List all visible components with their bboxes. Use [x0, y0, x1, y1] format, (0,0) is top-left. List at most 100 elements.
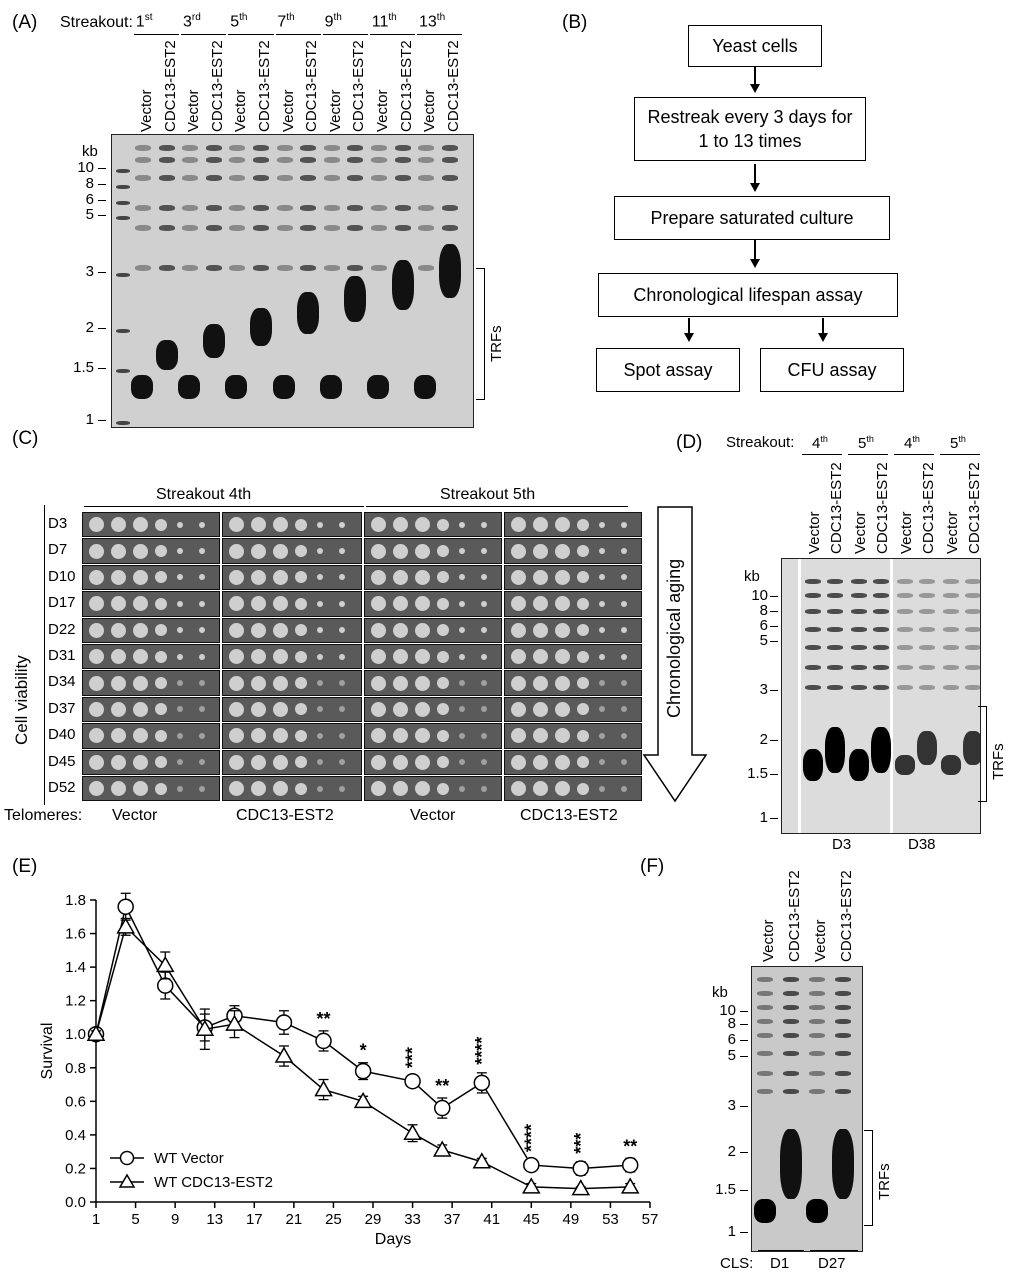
colony-spot [177, 732, 183, 739]
significance-marker: **** [521, 1124, 541, 1152]
colony-spot [229, 517, 244, 533]
telomere-band [414, 375, 437, 399]
streakout-suffix: th [333, 12, 342, 23]
colony-spot [295, 703, 307, 716]
spot-plate [222, 696, 362, 723]
spot-plate [82, 644, 220, 670]
colony-spot [295, 518, 307, 531]
telomere-band [250, 308, 272, 346]
lane-label: CDC13-EST2 [397, 40, 415, 132]
colony-spot [533, 596, 548, 612]
colony-spot [273, 649, 288, 665]
series-line-wt-vector [95, 904, 631, 1170]
colony-spot [155, 518, 167, 531]
colony-spot [339, 759, 345, 766]
dna-band [965, 645, 980, 650]
dna-band [851, 609, 867, 614]
lane-label: CDC13-EST2 [303, 40, 321, 132]
dna-band [347, 225, 364, 231]
spot-plate [364, 564, 502, 591]
aging-arrow [642, 506, 708, 803]
day-label: D22 [48, 620, 76, 638]
dna-band [783, 1089, 799, 1094]
dna-band [205, 157, 222, 163]
streakout-label: Streakout: [726, 434, 795, 451]
dna-band [873, 593, 889, 598]
streakout-suffix: th [388, 12, 397, 23]
colony-spot [251, 569, 266, 585]
colony-spot [437, 650, 449, 663]
kb-marker: 1.5 [73, 359, 94, 376]
colony-spot [511, 701, 526, 717]
data-point-triangle [403, 1123, 422, 1140]
colony-spot [199, 521, 205, 528]
dna-band [943, 665, 959, 670]
colony-spot [533, 649, 548, 665]
trfs-bracket [978, 706, 987, 802]
dna-band [323, 225, 340, 231]
streakout-number: 13th [419, 12, 446, 31]
dna-band [873, 645, 889, 650]
colony-spot [229, 649, 244, 665]
data-point-circle [354, 1062, 372, 1080]
dna-band [300, 157, 317, 163]
streakout-suffix: st [144, 12, 153, 23]
dna-band [943, 685, 959, 690]
survival-chart: 0.0 0.2 0.4 0.6 0.8 1.0 1.2 1.4 1.6 1.8 1 5 9 13 17 21 2… [39, 892, 658, 1248]
dna-band [835, 1089, 851, 1094]
dna-band [919, 627, 935, 632]
dna-band [371, 205, 387, 211]
colony-spot [133, 675, 148, 691]
lane-label: Vector [806, 511, 823, 554]
day-label: D31 [48, 647, 76, 664]
streakout-suffix: th [912, 434, 920, 444]
dna-band [851, 593, 867, 598]
dna-band [873, 609, 889, 614]
data-point-triangle [155, 955, 175, 973]
x-tick-label: 5 [131, 1211, 139, 1228]
dna-band [835, 1019, 851, 1024]
spot-plate [82, 591, 220, 617]
dna-band [851, 645, 867, 650]
kb-tick [98, 368, 106, 369]
dna-band [158, 205, 175, 211]
dna-band [809, 1071, 825, 1076]
colony-spot [339, 706, 345, 713]
lane-label: CDC13-EST2 [208, 40, 226, 132]
colony-spot [415, 649, 430, 665]
colony-spot [111, 543, 126, 559]
spot-plate [82, 512, 220, 538]
telomere-band [941, 755, 961, 775]
kb-tick [740, 1152, 748, 1153]
colony-spot [599, 680, 605, 687]
colony-spot [577, 782, 589, 795]
x-tick-label: 25 [325, 1211, 342, 1228]
ladder-band [116, 273, 130, 277]
dna-band [919, 609, 935, 614]
y-tick-label: 1.2 [65, 993, 86, 1010]
streakout-underline [322, 34, 368, 35]
colony-spot [533, 569, 548, 585]
spot-plate [82, 696, 220, 723]
dna-band [347, 145, 364, 151]
day-label: D45 [48, 752, 76, 770]
colony-spot [111, 781, 126, 797]
dna-band [276, 145, 293, 151]
dna-band [897, 627, 913, 632]
colony-spot [155, 729, 167, 742]
dna-band [394, 157, 411, 163]
dna-band [805, 609, 821, 614]
day-label: D1 [770, 1255, 790, 1272]
streakout-suffix: rd [191, 12, 201, 23]
lane-label: CDC13-EST2 [838, 870, 855, 962]
x-tick-label: 45 [523, 1211, 540, 1228]
colony-spot [111, 675, 126, 691]
kb-tick [98, 200, 106, 201]
dna-band [943, 627, 959, 632]
telomeres-label: Telomeres: [4, 807, 83, 824]
streakout-suffix: th [239, 12, 248, 23]
colony-spot [371, 569, 386, 585]
streakout-number: 7th [277, 12, 295, 31]
colony-spot [437, 782, 449, 795]
cell-viability-label: Cell viability [12, 655, 31, 745]
